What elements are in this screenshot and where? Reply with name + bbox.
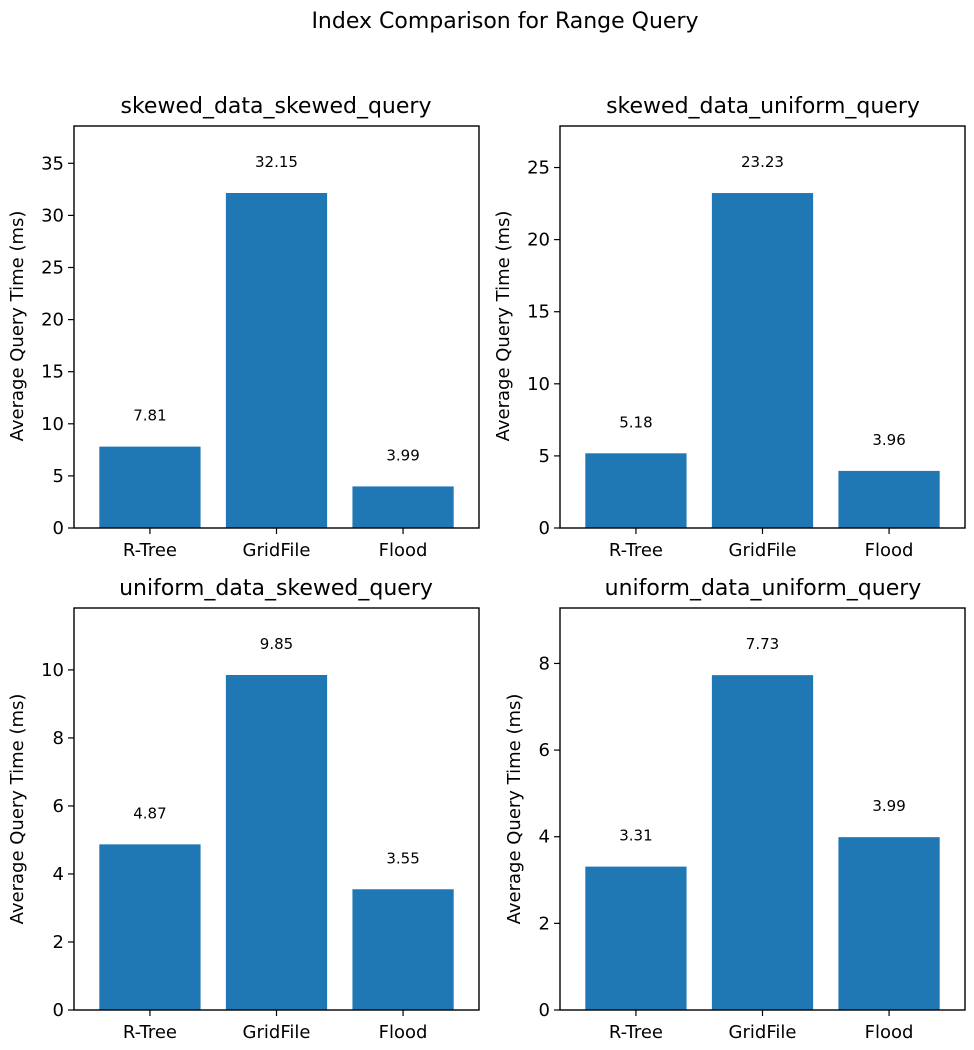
x-tick-label: GridFile — [243, 1022, 311, 1043]
data-label: 7.73 — [746, 635, 779, 653]
axes-frame — [73, 607, 480, 1011]
plot-area: 4.87 R-Tree 9.85 GridFile 3.55 Flood 0 2 4 6 8 10 — [41, 635, 454, 1043]
y-axis-label: Average Query Time (ms) — [7, 211, 28, 442]
axes-frame — [559, 125, 966, 529]
y-tick-label: 25 — [41, 258, 64, 279]
y-tick-label: 20 — [41, 310, 64, 331]
y-tick-label: 8 — [53, 728, 64, 749]
y-axis-label: Average Query Time (ms) — [493, 211, 514, 442]
data-label: 32.15 — [255, 153, 298, 171]
data-label: 3.55 — [386, 849, 419, 867]
y-axis-label: Average Query Time (ms) — [504, 694, 525, 925]
bar-r-tree — [585, 453, 687, 528]
bar-flood — [352, 889, 454, 1010]
bar-gridfile — [711, 675, 814, 1010]
x-tick-label: Flood — [865, 540, 914, 561]
bar-gridfile — [225, 193, 328, 528]
y-tick-label: 6 — [539, 740, 550, 761]
data-label: 3.99 — [872, 797, 905, 815]
y-tick-label: 2 — [539, 913, 550, 934]
data-label: 7.81 — [133, 407, 166, 425]
figure-title: Index Comparison for Range Query — [311, 9, 698, 34]
x-tick-label: R-Tree — [609, 1022, 663, 1043]
y-tick-label: 35 — [41, 153, 64, 174]
y-tick-label: 30 — [41, 205, 64, 226]
plot-area: 3.31 R-Tree 7.73 GridFile 3.99 Flood 0 2 4 6 8 — [539, 635, 940, 1043]
subplot-title: skewed_data_uniform_query — [606, 94, 920, 119]
y-tick-label: 10 — [527, 374, 550, 395]
y-tick-label: 0 — [539, 518, 550, 539]
y-tick-label: 2 — [53, 932, 64, 953]
y-tick-label: 15 — [527, 302, 550, 323]
x-tick-label: R-Tree — [123, 540, 177, 561]
x-tick-label: Flood — [379, 540, 428, 561]
bar-r-tree — [585, 866, 687, 1010]
data-label: 9.85 — [260, 635, 293, 653]
y-tick-label: 10 — [41, 414, 64, 435]
x-tick-label: GridFile — [243, 540, 311, 561]
y-tick-label: 4 — [539, 827, 550, 848]
x-tick-label: Flood — [379, 1022, 428, 1043]
subplot-title: uniform_data_skewed_query — [119, 576, 433, 601]
y-tick-label: 25 — [527, 158, 550, 179]
bar-r-tree — [99, 844, 201, 1010]
y-tick-label: 0 — [53, 1000, 64, 1021]
bar-flood — [838, 470, 940, 528]
data-label: 3.96 — [872, 431, 905, 449]
data-label: 4.87 — [133, 804, 166, 822]
subplot-title: skewed_data_skewed_query — [121, 94, 432, 119]
plot-area: 5.18 R-Tree 23.23 GridFile 3.96 Flood 0 5 10 15 20… — [527, 153, 940, 561]
x-tick-label: GridFile — [729, 540, 797, 561]
bar-r-tree — [99, 446, 201, 528]
axes-frame — [559, 607, 966, 1011]
y-tick-label: 0 — [539, 1000, 550, 1021]
bar-gridfile — [225, 675, 328, 1010]
data-label: 3.31 — [619, 827, 652, 845]
y-tick-label: 0 — [53, 518, 64, 539]
x-tick-label: R-Tree — [609, 540, 663, 561]
axes-frame — [73, 125, 480, 529]
data-label: 5.18 — [619, 413, 652, 431]
y-tick-label: 5 — [539, 446, 550, 467]
y-tick-label: 5 — [53, 466, 64, 487]
subplot-skewed-data-uniform-query: skewed_data_uniform_query Average Query … — [493, 94, 966, 561]
y-tick-label: 10 — [41, 660, 64, 681]
y-tick-label: 4 — [53, 864, 64, 885]
y-axis-label: Average Query Time (ms) — [7, 694, 28, 925]
data-label: 3.99 — [386, 446, 419, 464]
bar-flood — [352, 486, 454, 528]
plot-area: 7.81 R-Tree 32.15 GridFile 3.99 Flood 0 5 10 15 20… — [41, 153, 454, 561]
y-tick-label: 8 — [539, 653, 550, 674]
bar-gridfile — [711, 193, 814, 529]
x-tick-label: GridFile — [729, 1022, 797, 1043]
subplot-title: uniform_data_uniform_query — [605, 576, 922, 601]
data-label: 23.23 — [741, 153, 784, 171]
subplot-uniform-data-uniform-query: uniform_data_uniform_query Average Query… — [504, 576, 966, 1043]
bar-flood — [838, 837, 940, 1010]
y-tick-label: 20 — [527, 230, 550, 251]
y-tick-label: 6 — [53, 796, 64, 817]
x-tick-label: Flood — [865, 1022, 914, 1043]
subplot-uniform-data-skewed-query: uniform_data_skewed_query Average Query … — [7, 576, 480, 1043]
subplot-skewed-data-skewed-query: skewed_data_skewed_query Average Query T… — [7, 94, 480, 561]
x-tick-label: R-Tree — [123, 1022, 177, 1043]
y-tick-label: 15 — [41, 362, 64, 383]
